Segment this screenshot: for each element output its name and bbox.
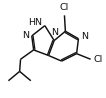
Text: Cl: Cl: [60, 3, 69, 12]
Text: N: N: [22, 31, 29, 40]
Text: HN: HN: [28, 18, 42, 27]
Text: N: N: [51, 28, 58, 37]
Text: Cl: Cl: [93, 55, 103, 64]
Text: N: N: [81, 32, 88, 41]
